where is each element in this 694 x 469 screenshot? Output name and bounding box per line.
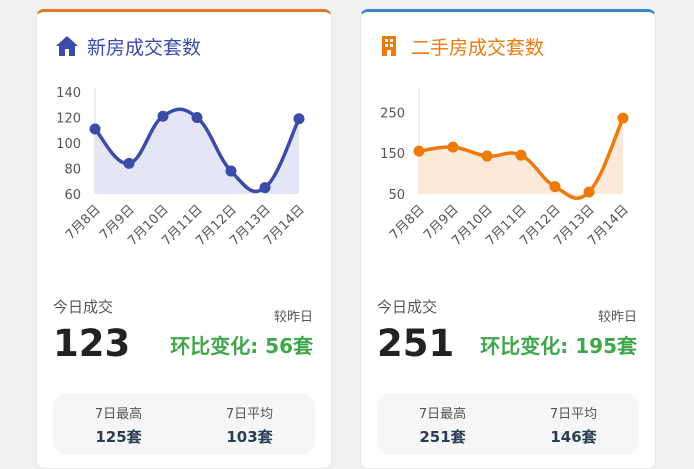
data-point [549, 181, 561, 193]
stats-box: 7日最高 251套 7日平均 146套 [377, 393, 639, 455]
data-point [447, 141, 459, 153]
house-icon [56, 36, 78, 56]
y-tick-label: 250 [380, 106, 405, 121]
y-tick-label: 150 [380, 147, 405, 162]
today-value: 123 [53, 322, 131, 365]
second-hand-house-chart: 501502507月8日7月9日7月10日7月11日7月12日7月13日7月14… [380, 88, 632, 249]
y-tick-label: 50 [388, 188, 405, 203]
today-value: 251 [377, 322, 455, 365]
data-point [583, 186, 595, 198]
data-point [89, 123, 101, 135]
data-point [259, 182, 271, 194]
y-tick-label: 120 [56, 112, 81, 127]
data-point [225, 165, 237, 177]
stat-value: 125套 [95, 428, 142, 446]
data-point [515, 149, 527, 161]
stat-7day-high: 7日最高 125套 [53, 393, 184, 455]
stat-7day-average: 7日平均 103套 [184, 393, 315, 455]
y-tick-label: 100 [56, 137, 81, 152]
stat-value: 251套 [419, 428, 466, 446]
y-tick-label: 60 [64, 188, 81, 203]
data-point [481, 150, 493, 162]
y-tick-label: 140 [56, 86, 81, 101]
card-title: 新房成交套数 [87, 36, 202, 59]
stats-box: 7日最高 125套 7日平均 103套 [53, 393, 315, 455]
change-text: 环比变化: 195套 [480, 334, 637, 358]
new-house-chart: 60801001201407月8日7月9日7月10日7月11日7月12日7月13… [56, 86, 308, 249]
stat-label: 7日最高 [418, 407, 467, 422]
series-area [95, 109, 299, 194]
stat-7day-high: 7日最高 251套 [377, 393, 508, 455]
today-label: 今日成交 [377, 298, 438, 316]
compare-label: 较昨日 [273, 310, 313, 325]
data-point [293, 113, 305, 125]
stat-7day-average: 7日平均 146套 [508, 393, 639, 455]
data-point [413, 145, 425, 157]
stat-label: 7日平均 [225, 407, 274, 422]
compare-label: 较昨日 [597, 310, 637, 325]
card-header: 新房成交套数 [55, 32, 201, 60]
stat-value: 146套 [550, 428, 597, 446]
card-title: 二手房成交套数 [411, 36, 545, 59]
change-text: 环比变化: 56套 [170, 334, 313, 358]
card-header: 二手房成交套数 [379, 32, 544, 60]
stat-label: 7日平均 [549, 407, 598, 422]
stat-value: 103套 [226, 428, 273, 446]
data-point [157, 110, 169, 122]
stat-label: 7日最高 [94, 407, 143, 422]
x-tick-label: 7月8日 [387, 202, 428, 243]
second-hand-house-card: 二手房成交套数 50 150 250 7月8日 7月9日 7月10日 7月11日 7月12日 7… [360, 9, 656, 469]
data-point [123, 157, 135, 169]
data-point [191, 112, 203, 123]
data-point [617, 112, 629, 124]
x-tick-label: 7月8日 [63, 202, 104, 243]
new-house-card: 新房成交套数 60 80 100 120 140 7月8日 7月9日 7月10日 7月11日 7月… [36, 9, 332, 469]
y-tick-label: 80 [64, 163, 81, 178]
building-icon [382, 36, 396, 56]
today-label: 今日成交 [53, 298, 114, 316]
